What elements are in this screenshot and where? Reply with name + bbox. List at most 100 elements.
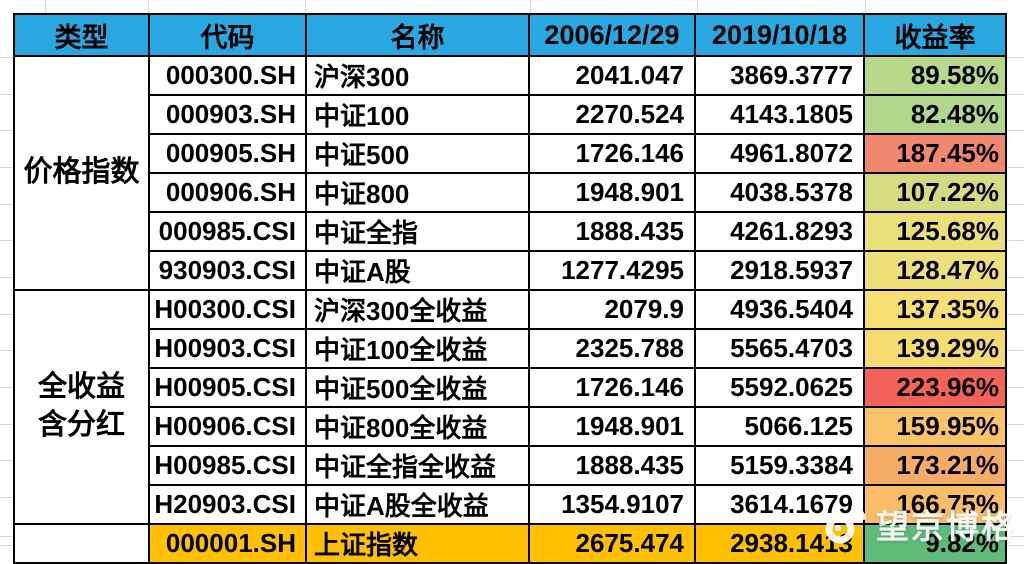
gridline — [0, 57, 13, 58]
table-row: 全收益 含分红 H00300.CSI 沪深300全收益 2079.9 4936.5404… — [13, 289, 1007, 525]
cell-name[interactable]: 中证800 — [305, 172, 530, 213]
group-cell[interactable]: 全收益 含分红 — [13, 289, 150, 525]
cell-start-value[interactable]: 1888.435 — [528, 445, 696, 486]
cell-name[interactable]: 中证500 — [305, 133, 530, 174]
gridline — [0, 350, 13, 352]
cell-end-value[interactable]: 3869.3777 — [694, 55, 865, 96]
header-date-end[interactable]: 2019/10/18 — [694, 13, 865, 57]
gridline — [305, 0, 306, 13]
cell-name[interactable]: 中证100全收益 — [305, 328, 530, 369]
cell-code[interactable]: 000985.CSI — [148, 211, 307, 252]
header-name[interactable]: 名称 — [305, 13, 530, 57]
cell-end-value[interactable]: 3614.1679 — [694, 484, 865, 525]
cell-code[interactable]: 000906.SH — [148, 172, 307, 213]
cell-end-value[interactable]: 5159.3384 — [694, 445, 865, 486]
gridline — [0, 536, 13, 537]
cell-code[interactable]: H00905.CSI — [148, 367, 307, 408]
gridline — [1005, 130, 1024, 132]
cell-start-value[interactable]: 1726.146 — [528, 367, 696, 408]
cell-end-value[interactable]: 5066.125 — [694, 406, 865, 447]
header-type[interactable]: 类型 — [13, 13, 150, 57]
table-row: H00903.CSI 中证100全收益 2325.788 5565.4703 139.2… — [14, 328, 1007, 369]
cell-name[interactable]: 沪深300 — [305, 55, 530, 96]
cell-name[interactable]: 中证全指 — [305, 211, 530, 252]
cell-start-value[interactable]: 1277.4295 — [528, 250, 696, 291]
cell-code[interactable]: 000905.SH — [148, 133, 307, 174]
header-return[interactable]: 收益率 — [863, 13, 1007, 57]
table-row: H20903.CSI 中证A股全收益 1354.9107 3614.1679 166.7… — [14, 484, 1007, 525]
cell-return[interactable]: 9.82% — [863, 523, 1007, 564]
cell-return[interactable]: 166.75% — [863, 484, 1007, 525]
cell-code[interactable]: 000903.SH — [148, 94, 307, 135]
cell-return[interactable]: 173.21% — [863, 445, 1007, 486]
cell-start-value[interactable]: 1948.901 — [528, 406, 696, 447]
cell-start-value[interactable]: 2041.047 — [528, 55, 696, 96]
gridline — [0, 277, 13, 278]
cell-start-value[interactable]: 1948.901 — [528, 172, 696, 213]
cell-return[interactable]: 159.95% — [863, 406, 1007, 447]
cell-end-value[interactable]: 2938.1413 — [694, 523, 865, 564]
cell-code[interactable]: 000001.SH — [148, 523, 307, 564]
cell-start-value[interactable]: 1726.146 — [528, 133, 696, 174]
cell-end-value[interactable]: 5565.4703 — [694, 328, 865, 369]
gridline — [1005, 167, 1024, 168]
cell-return[interactable]: 137.35% — [863, 289, 1007, 330]
cell-end-value[interactable]: 4936.5404 — [694, 289, 865, 330]
header-date-start[interactable]: 2006/12/29 — [528, 13, 696, 57]
group-cell[interactable]: 价格指数 — [13, 55, 150, 291]
cell-start-value[interactable]: 2325.788 — [528, 328, 696, 369]
cell-code[interactable]: 000300.SH — [148, 55, 307, 96]
cell-name[interactable]: 中证全指全收益 — [305, 445, 530, 486]
cell-name[interactable]: 中证A股 — [305, 250, 530, 291]
cell-code[interactable]: H00906.CSI — [148, 406, 307, 447]
table-row: H00906.CSI 中证800全收益 1948.901 5066.125 159.95… — [14, 406, 1007, 447]
cell-return[interactable]: 107.22% — [863, 172, 1007, 213]
cell-return[interactable]: 139.29% — [863, 328, 1007, 369]
cell-return[interactable]: 128.47% — [863, 250, 1007, 291]
cell-end-value[interactable]: 5592.0625 — [694, 367, 865, 408]
cell-return[interactable]: 223.96% — [863, 367, 1007, 408]
gridline — [1005, 387, 1024, 388]
gridline — [1005, 313, 1024, 315]
cell-start-value[interactable]: 2270.524 — [528, 94, 696, 135]
cell-start-value[interactable]: 1354.9107 — [528, 484, 696, 525]
table-row: 000001.SH 上证指数 2675.474 2938.1413 9.82% — [13, 523, 1007, 564]
cell-start-value[interactable]: 2675.474 — [528, 523, 696, 564]
gridline — [1005, 350, 1024, 352]
cell-code[interactable]: H00985.CSI — [148, 445, 307, 486]
cell-name[interactable]: 中证800全收益 — [305, 406, 530, 447]
cell-code[interactable]: H00300.CSI — [148, 289, 307, 330]
cell-return[interactable]: 187.45% — [863, 133, 1007, 174]
cell-return[interactable]: 82.48% — [863, 94, 1007, 135]
cell-name[interactable]: 沪深300全收益 — [305, 289, 530, 330]
cell-start-value[interactable]: 2079.9 — [528, 289, 696, 330]
cell-end-value[interactable]: 4038.5378 — [694, 172, 865, 213]
cell-name[interactable]: 中证100 — [305, 94, 530, 135]
table-row: 价格指数 000300.SH 沪深300 2041.047 3869.3777 89.58… — [13, 55, 1007, 291]
header-code[interactable]: 代码 — [148, 13, 307, 57]
cell-start-value[interactable]: 1888.435 — [528, 211, 696, 252]
cell-end-value[interactable]: 2918.5937 — [694, 250, 865, 291]
table-row: H00985.CSI 中证全指全收益 1888.435 5159.3384 173.21… — [14, 445, 1007, 486]
cell-code[interactable]: H20903.CSI — [148, 484, 307, 525]
cell-code[interactable]: H00903.CSI — [148, 328, 307, 369]
cell-name[interactable]: 上证指数 — [305, 523, 530, 564]
empty-type-cell[interactable] — [13, 523, 150, 564]
cell-name[interactable]: 中证500全收益 — [305, 367, 530, 408]
cell-end-value[interactable]: 4961.8072 — [694, 133, 865, 174]
gridline — [1005, 423, 1024, 425]
cell-end-value[interactable]: 4261.8293 — [694, 211, 865, 252]
table-row: 000903.SH 中证100 2270.524 4143.1805 82.48% — [14, 94, 1007, 135]
cell-return[interactable]: 89.58% — [863, 55, 1007, 96]
cell-return[interactable]: 125.68% — [863, 211, 1007, 252]
gridline — [1005, 57, 1024, 58]
gridline — [148, 0, 149, 13]
gridline — [0, 240, 13, 242]
gridline — [0, 460, 13, 462]
cell-end-value[interactable]: 4143.1805 — [694, 94, 865, 135]
gridline — [0, 387, 13, 388]
gridline — [0, 313, 13, 315]
table-row: 000985.CSI 中证全指 1888.435 4261.8293 125.68% — [14, 211, 1007, 252]
cell-name[interactable]: 中证A股全收益 — [305, 484, 530, 525]
cell-code[interactable]: 930903.CSI — [148, 250, 307, 291]
